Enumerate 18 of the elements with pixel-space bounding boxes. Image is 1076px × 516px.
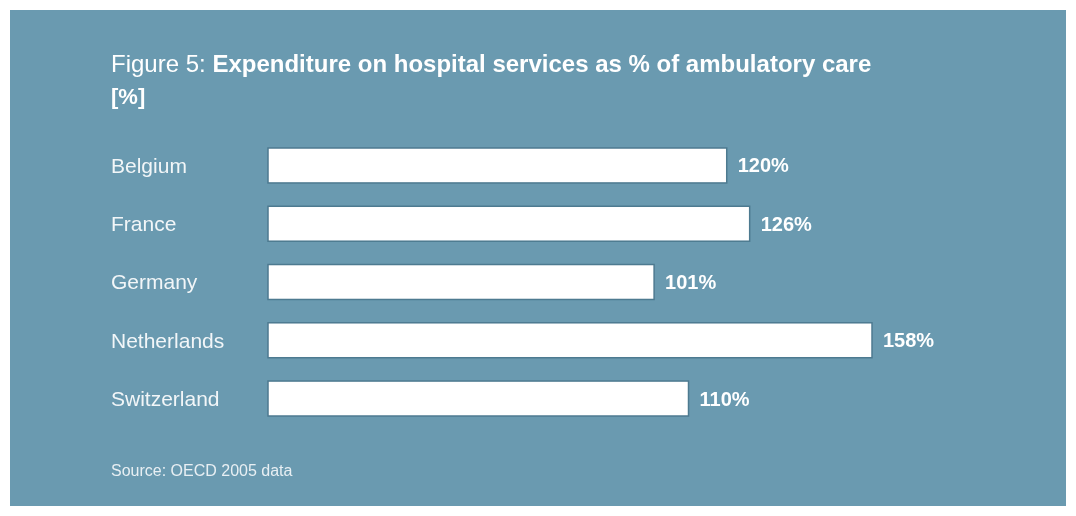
data-label: 158% [883,329,935,352]
bar [267,322,873,359]
source-note: Source: OECD 2005 data [111,462,293,479]
chart-title: Figure 5: Expenditure on hospital services as % of ambulatory care [111,50,872,77]
data-label: 110% [699,387,750,410]
y-tick-label: Netherlands [111,328,225,352]
data-label: 126% [760,212,813,235]
bar [267,263,655,301]
bar [267,147,728,184]
data-label: 120% [737,154,790,177]
y-tick-label: Switzerland [111,386,220,410]
y-tick-label: Germany [111,270,198,294]
chart-subtitle: [%] [111,84,146,109]
bar [267,380,690,417]
y-tick-label: Belgium [111,153,187,177]
bar [267,205,751,242]
data-label: 101% [665,271,717,293]
y-tick-label: France [111,212,177,236]
